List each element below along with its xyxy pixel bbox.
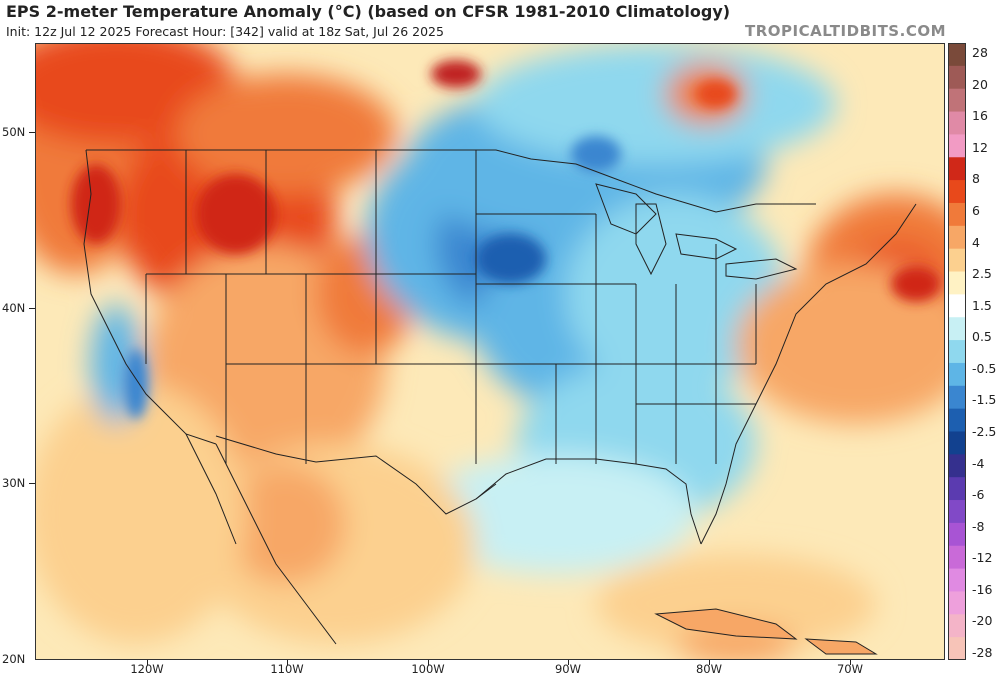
lon-tick	[287, 660, 288, 665]
colorbar-swatch	[948, 614, 966, 638]
lon-tick	[850, 660, 851, 665]
colorbar-label: -2.5	[972, 423, 997, 439]
lat-tick	[29, 308, 35, 309]
colorbar-swatch	[948, 248, 966, 273]
lon-tick	[428, 660, 429, 665]
colorbar-label: -6	[972, 487, 985, 503]
map-graphic	[36, 44, 944, 659]
colorbar-swatch	[948, 271, 966, 295]
colorbar-swatch	[948, 591, 966, 615]
colorbar-label: 4	[972, 234, 980, 250]
colorbar-label: -0.5	[972, 360, 997, 376]
colorbar-swatch	[948, 477, 966, 501]
colorbar-swatch	[948, 385, 966, 410]
colorbar-swatch	[948, 568, 966, 592]
caribbean-islands	[654, 608, 878, 655]
colorbar-label: 1.5	[972, 297, 992, 313]
colorbar-label: -8	[972, 518, 985, 534]
colorbar-swatch	[948, 157, 966, 181]
colorbar-swatch	[948, 88, 966, 113]
colorbar-label: -20	[972, 613, 993, 629]
colorbar-swatch	[948, 111, 966, 135]
lat-label-30n: 30N	[2, 476, 26, 490]
lon-label-120w: 120W	[130, 662, 164, 676]
colorbar-swatch	[948, 454, 966, 478]
hot-spots	[71, 60, 941, 419]
colorbar-label: -28	[972, 645, 993, 660]
colorbar-label: 6	[972, 202, 980, 218]
map-title: EPS 2-meter Temperature Anomaly (°C) (ba…	[6, 2, 731, 21]
colorbar-border	[948, 43, 966, 660]
colorbar-swatch	[948, 637, 966, 660]
boundaries	[83, 149, 917, 645]
brand-watermark: TROPICALTIDBITS.COM	[745, 22, 946, 40]
lon-tick	[147, 660, 148, 665]
colorbar-swatch	[948, 431, 966, 455]
lon-tick	[568, 660, 569, 665]
colorbar-swatch	[948, 294, 966, 318]
lat-tick	[29, 483, 35, 484]
colorbar-label: 16	[972, 108, 988, 124]
colorbar-swatch	[948, 408, 966, 432]
colorbar-swatch	[948, 65, 966, 90]
colorbar-label: -4	[972, 455, 985, 471]
colorbar-swatch	[948, 522, 966, 547]
lat-label-40n: 40N	[2, 301, 26, 315]
lat-label-20n: 20N	[2, 652, 26, 666]
anomaly-map	[35, 43, 945, 660]
lat-label-50n: 50N	[2, 125, 26, 139]
colorbar-label: 2.5	[972, 266, 992, 282]
colorbar-label: -12	[972, 550, 993, 566]
colorbar-swatch	[948, 134, 966, 158]
lon-label-70w: 70W	[836, 662, 863, 676]
forecast-info: Init: 12z Jul 12 2025 Forecast Hour: [34…	[6, 24, 444, 39]
lat-tick	[29, 132, 35, 133]
lon-label-90w: 90W	[554, 662, 581, 676]
colorbar-swatch	[948, 500, 966, 524]
colorbar-swatch	[948, 202, 966, 227]
colorbar-swatch	[948, 317, 966, 341]
colorbar-swatch	[948, 545, 966, 570]
colorbar-swatch	[948, 225, 966, 250]
colorbar-swatch	[948, 43, 966, 67]
colorbar	[948, 43, 966, 660]
anomaly-field	[36, 44, 944, 659]
colorbar-swatch	[948, 180, 966, 204]
lon-label-100w: 100W	[411, 662, 445, 676]
colorbar-swatch	[948, 362, 966, 387]
colorbar-label: -16	[972, 581, 993, 597]
colorbar-label: -1.5	[972, 392, 997, 408]
colorbar-label: 0.5	[972, 329, 992, 345]
colorbar-label: 28	[972, 45, 988, 60]
lon-label-80w: 80W	[695, 662, 722, 676]
colorbar-swatch	[948, 340, 966, 364]
colorbar-label: 12	[972, 139, 988, 155]
lon-tick	[709, 660, 710, 665]
colorbar-label: 8	[972, 171, 980, 187]
colorbar-label: 20	[972, 76, 988, 92]
lon-label-110w: 110W	[270, 662, 304, 676]
